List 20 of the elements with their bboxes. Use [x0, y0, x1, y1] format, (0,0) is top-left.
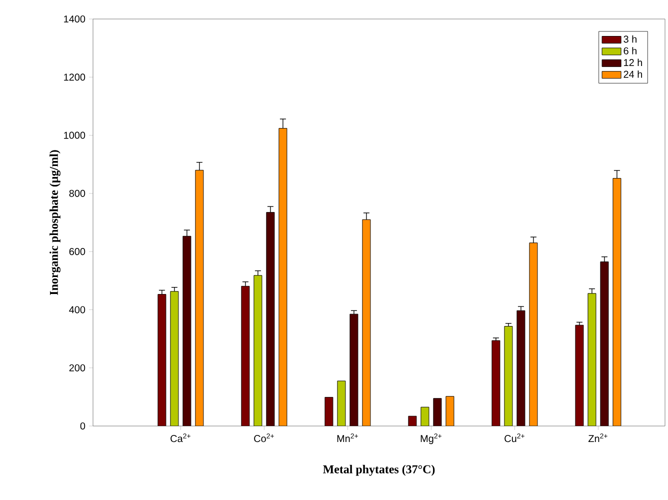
x-tick-label: Mg$^{2+}$ [420, 434, 442, 444]
y-tick-label: 400 [69, 306, 86, 314]
x-tick-label: Zn$^{2+}$ [588, 434, 608, 442]
legend-label: 3 h [624, 35, 636, 43]
x-tick-label: Cu$^{2+}$ [504, 434, 524, 442]
x-tick-label: Ca$^{2+}$ [170, 434, 190, 442]
x-tick-label: Co$^{2+}$ [254, 434, 274, 442]
y-tick-label: 1400 [64, 15, 86, 23]
legend-label: 6 h [624, 47, 636, 54]
y-tick-label: 0 [80, 422, 86, 430]
x-tick-label: Mn$^{2+}$ [337, 434, 358, 442]
y-tick-label: 600 [69, 248, 86, 256]
y-tick-label: 1000 [64, 132, 86, 139]
y-tick-label: 1200 [64, 74, 86, 81]
y-tick-label: 800 [69, 190, 86, 197]
legend-label: 24 h [624, 70, 642, 78]
y-tick-label: 200 [69, 364, 86, 372]
x-axis-title: Metal phytates (37°C) [323, 464, 435, 476]
y-axis-title: Inorganic phosphate (µg/ml) [50, 150, 60, 295]
legend-label: 12 h [624, 58, 642, 66]
